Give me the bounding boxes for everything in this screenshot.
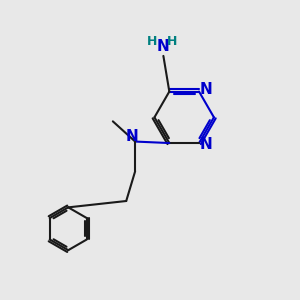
Text: N: N [199,82,212,97]
Text: N: N [199,137,212,152]
Text: N: N [157,40,170,55]
Text: H: H [167,35,178,48]
Text: N: N [126,129,139,144]
Text: H: H [147,35,157,48]
